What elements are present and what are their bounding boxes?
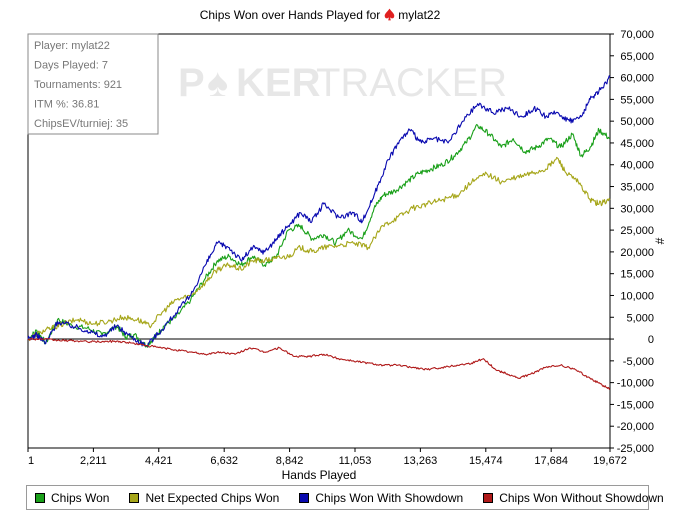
x-tick-label: 6,632 [210,455,238,467]
legend-item-net-expected-chips-won[interactable]: Net Expected Chips Won [129,491,279,505]
y-tick-label: 0 [648,334,654,346]
x-tick-label: 2,211 [80,455,107,467]
poker-spade-icon [384,8,395,21]
x-axis-label: Hands Played [282,468,357,482]
y-tick-label: -5,000 [623,356,654,368]
legend-label: Chips Won With Showdown [315,490,464,505]
y-tick-label: 15,000 [620,269,654,281]
info-box-line: Days Played: 7 [34,60,108,72]
series-line-chips-won [27,123,611,348]
y-axis-label: # [653,237,667,244]
x-tick-label: 11,053 [339,455,372,467]
legend-item-chips-won-without-showdown[interactable]: Chips Won Without Showdown [483,491,664,505]
legend-label: Chips Won Without Showdown [499,490,664,505]
info-box-line: ITM %: 36.81 [34,99,99,111]
y-tick-label: 45,000 [620,138,654,150]
watermark-spade-icon: ♠ [207,61,228,105]
watermark-word-middle: KER [236,61,321,105]
series-line-net-expected-chips-won [27,156,611,342]
y-tick-label: 70,000 [620,29,654,41]
legend-item-chips-won[interactable]: Chips Won [35,491,109,505]
y-axis: -25,000 -20,000 -15,000 -10,000 -5,000 0 5,000… [610,29,654,455]
y-tick-label: 35,000 [620,182,654,194]
info-box-line: ChipsEV/turniej: 35 [34,118,128,130]
series-line-chips-won-without-showdown [27,337,611,390]
series-line-chips-won-with-showdown [27,75,611,347]
legend-swatch [299,492,310,503]
y-tick-label: 5,000 [626,312,654,324]
chart-title: Chips Won over Hands Played for mylat22 [0,8,640,22]
legend: Chips Won Net Expected Chips Won Chips Won… [26,485,664,510]
x-tick-label: 17,684 [534,455,568,467]
legend-swatch [483,492,494,503]
legend-swatch [35,492,45,503]
watermark-word-left: P [178,61,205,105]
y-tick-label: 65,000 [620,51,654,63]
legend-item-chips-won-with-showdown[interactable]: Chips Won With Showdown [299,491,463,505]
y-tick-label: 10,000 [620,290,654,302]
plot-frame [27,33,611,449]
legend-swatch [129,492,140,503]
series-layer [27,75,611,390]
chart-title-text: Chips Won over Hands Played for [199,8,381,22]
x-tick-label: 19,672 [593,455,627,467]
chart-area: P ♠ KER TRACKER 1 2,211 4,421 6,632 8,842 11,… [27,29,667,482]
x-tick-label: 13,263 [404,455,438,467]
legend-label: Net Expected Chips Won [145,490,280,505]
pokertracker-watermark: P ♠ KER TRACKER [178,61,507,105]
y-tick-label: 50,000 [620,116,654,128]
legend-label: Chips Won [51,490,110,505]
y-tick-label: 30,000 [620,203,654,215]
x-tick-label: 1 [28,455,34,467]
x-tick-label: 15,474 [469,455,503,467]
x-tick-label: 8,842 [276,455,304,467]
y-tick-label: 40,000 [620,160,654,172]
y-tick-label: 60,000 [620,73,654,85]
y-tick-label: 20,000 [620,247,654,259]
watermark-word-right: TRACKER [316,61,507,105]
y-tick-label: -15,000 [617,399,654,411]
info-box: Player: mylat22 Days Played: 7 Tournaments… [27,33,159,135]
info-box-line: Player: mylat22 [34,40,110,52]
x-tick-label: 4,421 [145,455,173,467]
y-tick-label: -10,000 [617,378,654,390]
info-box-frame [27,33,159,135]
y-tick-label: -25,000 [617,443,654,455]
chart-title-player: mylat22 [398,8,441,22]
x-axis: 1 2,211 4,421 6,632 8,842 11,053 13,263 15,474 1… [27,448,627,467]
y-tick-label: 55,000 [620,94,654,106]
y-tick-label: 25,000 [620,225,654,237]
y-tick-label: -20,000 [617,421,654,433]
info-box-line: Tournaments: 921 [34,79,122,91]
